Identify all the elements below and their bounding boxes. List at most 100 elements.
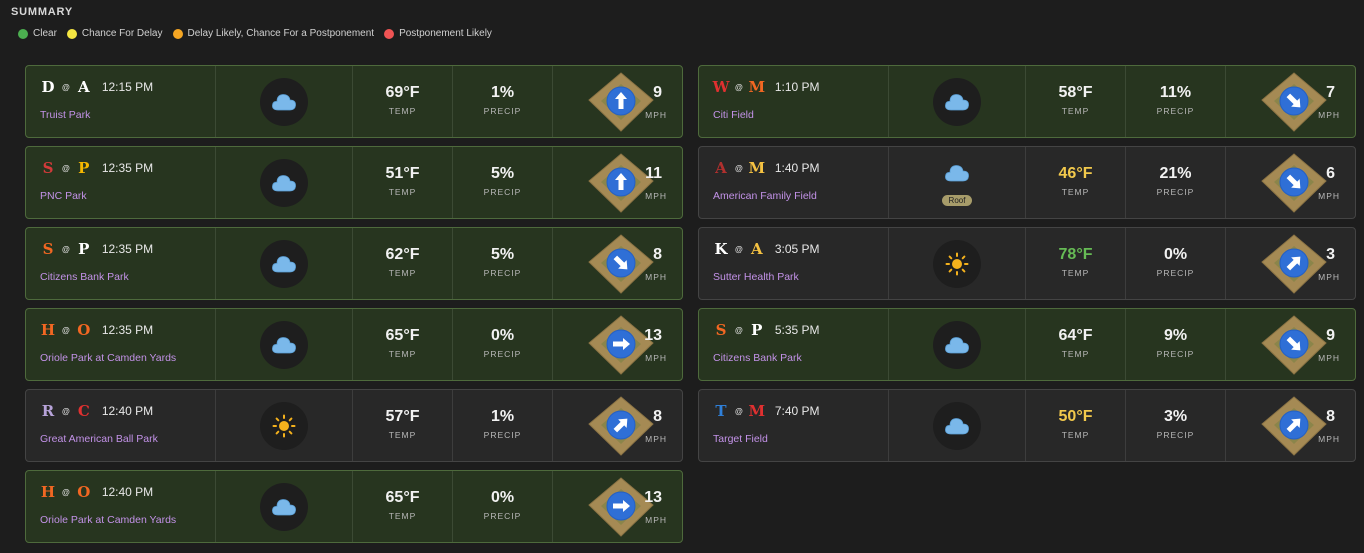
game-card[interactable]: R @ C 12:40 PM Great American Ball Park 57°F T… — [25, 389, 683, 462]
game-card[interactable]: S @ P 12:35 PM PNC Park 51°F TEMP 5% PRECIP 11 MPH — [25, 146, 683, 219]
wind-speed-value: 3 — [1326, 246, 1335, 263]
wind-speed-value: 13 — [644, 489, 662, 506]
cloud-icon — [271, 91, 297, 113]
game-card[interactable]: H @ O 12:40 PM Oriole Park at Camden Yards 65… — [25, 470, 683, 543]
temp-value: 51°F — [385, 165, 420, 182]
ballpark-name[interactable]: Truist Park — [40, 109, 91, 121]
precip-label: PRECIP — [483, 268, 522, 278]
ballpark-name[interactable]: PNC Park — [40, 190, 87, 202]
temp-label: TEMP — [388, 106, 417, 116]
wind-speed-label: MPH — [1318, 434, 1340, 444]
wind-speed-label: MPH — [645, 272, 667, 282]
sky-circle — [933, 239, 981, 288]
wind-speed-label: MPH — [645, 515, 667, 525]
wind-speed-label: MPH — [1318, 110, 1340, 120]
wind: 13 MPH — [553, 309, 682, 380]
at-symbol: @ — [62, 244, 70, 254]
game-card[interactable]: S @ P 5:35 PM Citizens Bank Park 64°F TEMP 9% PR… — [698, 308, 1356, 381]
game-card[interactable]: H @ O 12:35 PM Oriole Park at Camden Yards 65… — [25, 308, 683, 381]
precip-label: PRECIP — [1156, 106, 1195, 116]
ballpark-name[interactable]: Citi Field — [713, 109, 754, 121]
astros-logo-icon: H — [40, 321, 56, 339]
roof-badge: Roof — [941, 194, 973, 206]
temp-label: TEMP — [1061, 349, 1090, 359]
precip-value: 0% — [1163, 246, 1188, 263]
wind-speed-value: 8 — [1326, 408, 1335, 425]
matchup: D @ A 12:15 PM — [39, 78, 153, 96]
precipitation: 0% PRECIP — [453, 471, 553, 542]
precipitation: 5% PRECIP — [453, 147, 553, 218]
ballpark-name[interactable]: Citizens Bank Park — [713, 352, 802, 364]
sky-condition — [889, 228, 1026, 299]
cardinals-logo-icon: S — [42, 159, 54, 177]
game-info: K @ A 3:05 PM Sutter Health Park — [699, 228, 889, 299]
wind: 7 MPH — [1226, 66, 1355, 137]
phillies-logo-icon: P — [78, 240, 90, 258]
game-card[interactable]: K @ A 3:05 PM Sutter Health Park 78°F TEMP 0% PR… — [698, 227, 1356, 300]
game-card[interactable]: S @ P 12:35 PM Citizens Bank Park 62°F TEMP 5% P… — [25, 227, 683, 300]
at-symbol: @ — [62, 325, 70, 335]
game-time: 1:10 PM — [774, 80, 820, 94]
ballpark-name[interactable]: Target Field — [713, 433, 768, 445]
cloud-icon — [271, 496, 297, 518]
temp-value: 46°F — [1058, 165, 1093, 182]
braves-logo-icon: A — [77, 78, 90, 96]
game-card[interactable]: D @ A 12:15 PM Truist Park 69°F TEMP 1% PRECIP 9 M… — [25, 65, 683, 138]
wind: 13 MPH — [553, 471, 682, 542]
ballpark-name[interactable]: Great American Ball Park — [40, 433, 158, 445]
temp-label: TEMP — [388, 187, 417, 197]
temp-label: TEMP — [1061, 106, 1090, 116]
precip-label: PRECIP — [1156, 349, 1195, 359]
legend-label: Delay Likely, Chance For a Postponement — [187, 28, 375, 39]
legend-label: Postponement Likely — [399, 28, 492, 39]
wind-direction-field-icon — [586, 394, 656, 458]
sky-condition — [889, 309, 1026, 380]
precip-label: PRECIP — [1156, 430, 1195, 440]
temperature: 78°F TEMP — [1026, 228, 1126, 299]
legend-dot-icon — [172, 28, 183, 39]
temp-value: 50°F — [1058, 408, 1093, 425]
legend-item: Postponement Likely — [384, 28, 492, 39]
sky-circle — [260, 77, 308, 126]
ballpark-name[interactable]: Oriole Park at Camden Yards — [40, 514, 177, 526]
temp-label: TEMP — [388, 511, 417, 521]
temp-value: 78°F — [1058, 246, 1093, 263]
precip-label: PRECIP — [1156, 268, 1195, 278]
game-card[interactable]: W @ M 1:10 PM Citi Field 58°F TEMP 11% PRECIP 7 MP… — [698, 65, 1356, 138]
temp-value: 69°F — [385, 84, 420, 101]
game-time: 3:05 PM — [774, 242, 820, 256]
wind-speed-value: 13 — [644, 327, 662, 344]
wind-speed-value: 7 — [1326, 84, 1335, 101]
games-column-left: D @ A 12:15 PM Truist Park 69°F TEMP 1% PRECIP 9 M… — [25, 65, 683, 551]
ballpark-name[interactable]: Oriole Park at Camden Yards — [40, 352, 177, 364]
sky-circle — [260, 320, 308, 369]
temperature: 65°F TEMP — [353, 309, 453, 380]
ballpark-name[interactable]: Citizens Bank Park — [40, 271, 129, 283]
ballpark-name[interactable]: Sutter Health Park — [713, 271, 799, 283]
game-time: 12:35 PM — [101, 323, 154, 337]
wind-speed-label: MPH — [1318, 272, 1340, 282]
cloud-icon — [944, 415, 970, 437]
precip-value: 21% — [1159, 165, 1192, 182]
game-card[interactable]: A @ M 1:40 PM American Family Field Roof 46°F T… — [698, 146, 1356, 219]
sky-condition — [216, 309, 353, 380]
legend-item: Clear — [18, 28, 57, 39]
wind-speed-label: MPH — [645, 353, 667, 363]
wind-speed-value: 11 — [645, 165, 662, 182]
legend-dot-icon — [66, 28, 77, 39]
game-info: R @ C 12:40 PM Great American Ball Park — [26, 390, 216, 461]
precipitation: 0% PRECIP — [1126, 228, 1226, 299]
precipitation: 21% PRECIP — [1126, 147, 1226, 218]
precipitation: 5% PRECIP — [453, 228, 553, 299]
sky-condition — [216, 66, 353, 137]
game-time: 12:35 PM — [101, 161, 154, 175]
astros-logo-icon: H — [40, 483, 56, 501]
precipitation: 0% PRECIP — [453, 309, 553, 380]
matchup: W @ M 1:10 PM — [712, 78, 820, 96]
sky-condition — [216, 228, 353, 299]
cloud-icon — [271, 253, 297, 275]
precip-value: 9% — [1163, 327, 1188, 344]
ballpark-name[interactable]: American Family Field — [713, 190, 817, 202]
sky-condition — [889, 390, 1026, 461]
game-card[interactable]: T @ M 7:40 PM Target Field 50°F TEMP 3% PRECIP 8 M… — [698, 389, 1356, 462]
